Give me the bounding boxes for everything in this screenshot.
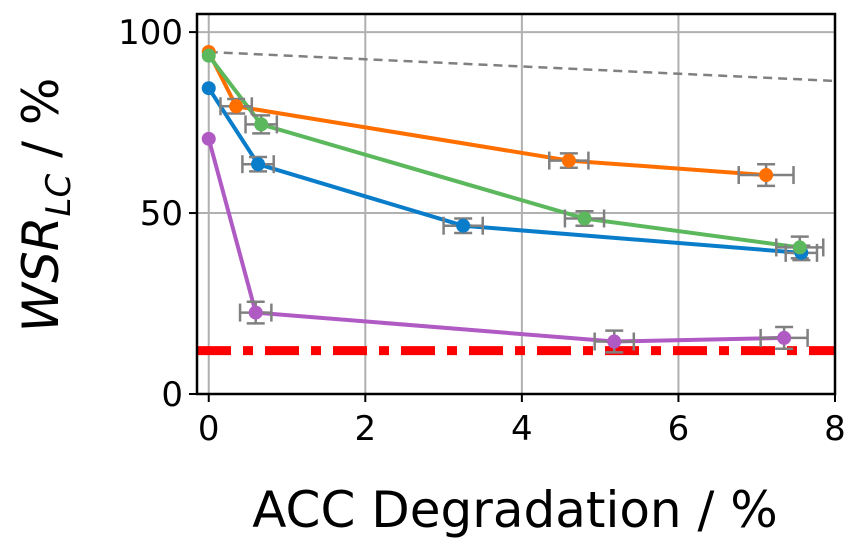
x-tick-label: 4 bbox=[511, 409, 533, 449]
series-line-purple bbox=[206, 138, 785, 344]
x-tick-label: 8 bbox=[824, 409, 846, 449]
x-tick-label: 2 bbox=[354, 409, 376, 449]
y-tick-label: 0 bbox=[161, 375, 183, 415]
y-axis-label-main: WSR bbox=[12, 216, 70, 332]
x-axis-label: ACC Degradation / % bbox=[252, 481, 778, 539]
series-line-blue bbox=[207, 87, 802, 255]
y-axis-label-suffix: / % bbox=[12, 78, 70, 174]
reference-lines-layer bbox=[197, 50, 836, 356]
data-point-purple bbox=[607, 334, 622, 349]
data-point-blue bbox=[251, 157, 266, 172]
data-point-green bbox=[792, 240, 807, 255]
data-point-orange bbox=[229, 99, 244, 114]
data-point-blue bbox=[201, 81, 216, 96]
series-line-green bbox=[207, 54, 801, 250]
y-tick-label: 50 bbox=[140, 194, 183, 234]
x-tick-label: 0 bbox=[198, 409, 220, 449]
data-point-orange bbox=[759, 168, 774, 183]
x-tick-label: 6 bbox=[668, 409, 690, 449]
series-line-orange bbox=[206, 51, 767, 178]
ticks-layer: 0 2 4 6 8 0 50 100 bbox=[118, 13, 846, 449]
data-point-green bbox=[254, 117, 269, 132]
data-point-green bbox=[577, 211, 592, 226]
data-point-orange bbox=[561, 153, 576, 168]
data-point-purple bbox=[777, 330, 792, 345]
y-axis-label-subscript: LC bbox=[39, 174, 79, 217]
data-point-purple bbox=[201, 131, 216, 146]
plot-frame bbox=[195, 12, 837, 396]
y-tick-label: 100 bbox=[118, 13, 183, 53]
series-layer bbox=[206, 51, 802, 344]
data-point-green bbox=[201, 48, 216, 63]
y-axis-label: WSRLC / % bbox=[12, 78, 79, 333]
data-point-purple bbox=[248, 305, 263, 320]
data-point-blue bbox=[456, 218, 471, 233]
markers-layer bbox=[201, 45, 809, 349]
